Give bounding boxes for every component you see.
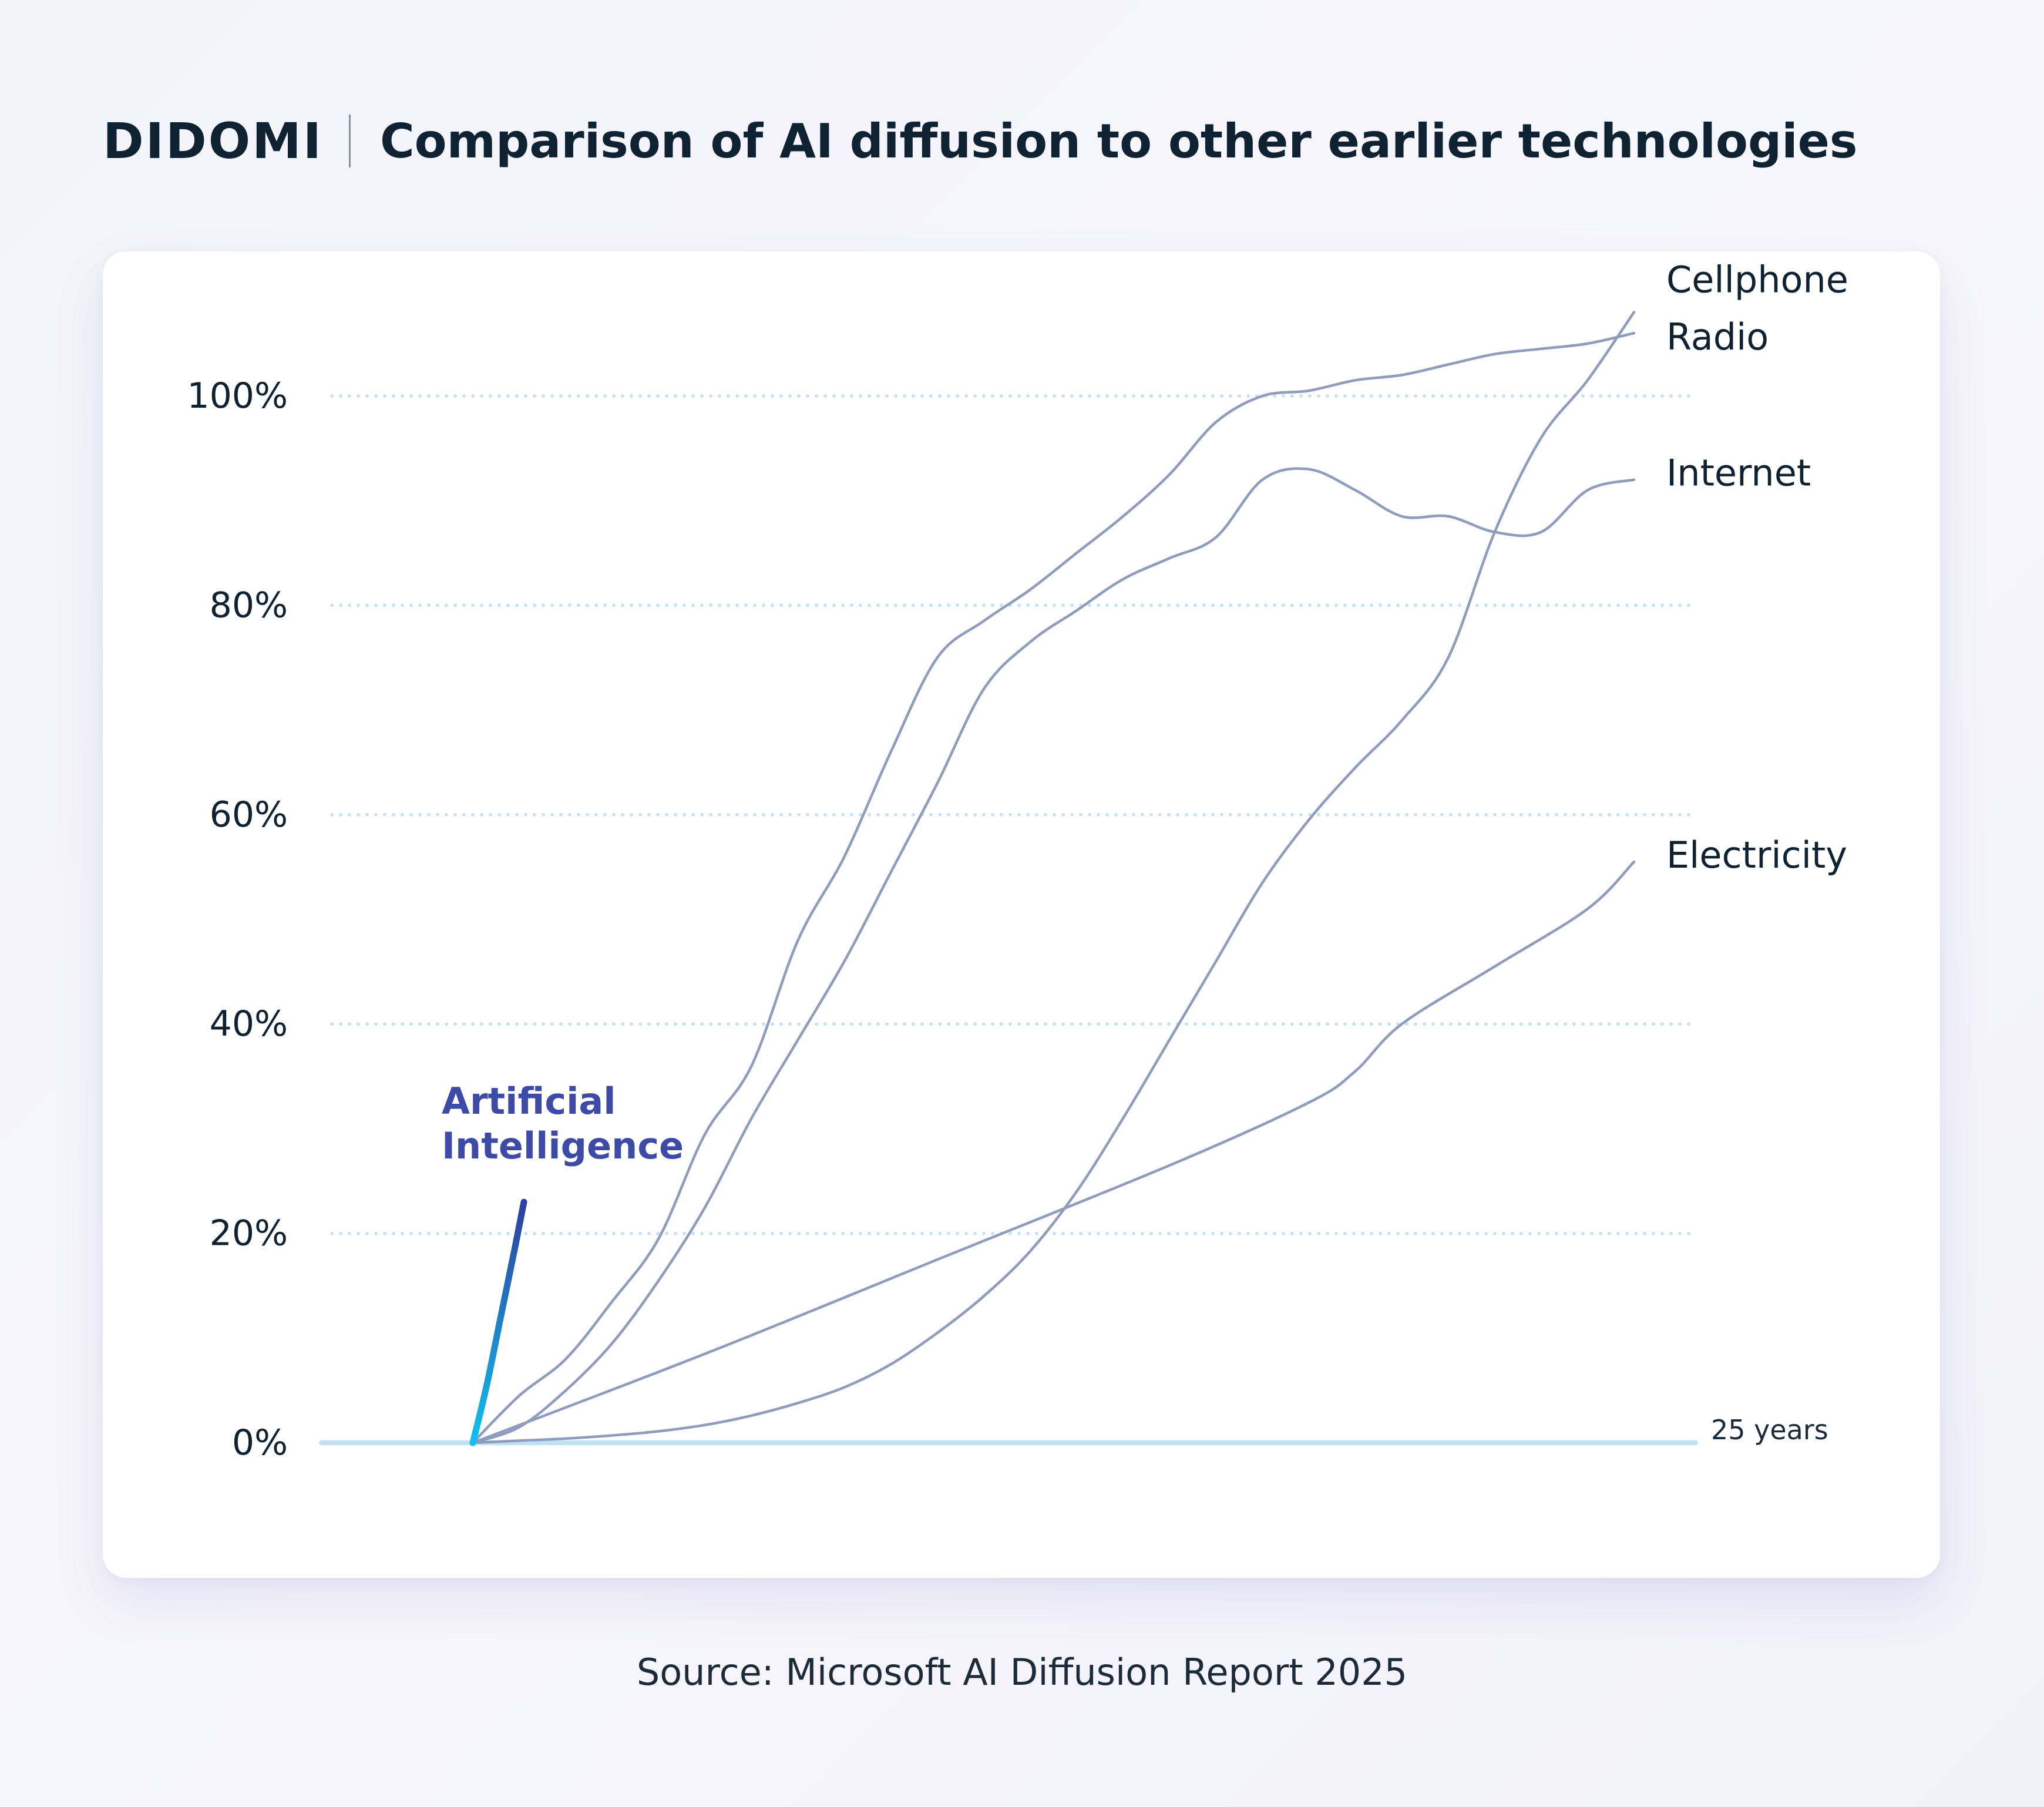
series-layer [469,311,1636,1446]
y-tick-label: 0% [232,1422,288,1463]
ai-label-line-2: Intelligence [442,1124,684,1167]
header: DIDOMI Comparison of AI diffusion to oth… [103,106,1858,176]
series-line-radio [471,331,1636,1445]
y-tick-label: 20% [210,1213,288,1254]
label-layer: Cellphone Radio Internet Electricity Artific… [442,258,1848,1167]
diffusion-chart: 0% 20% 40% 60% 80% 100% 25 years Cellphone Radi… [187,258,1848,1463]
series-line-internet [471,467,1636,1445]
series-line-artificial-intelligence [469,1198,527,1446]
y-tick-label: 60% [210,794,288,835]
chart-card: 0% 20% 40% 60% 80% 100% 25 years Cellphone Radi… [103,251,1940,1578]
y-tick-label: 100% [187,375,288,417]
series-line-cellphone [471,311,1636,1445]
y-tick-label: 80% [210,585,288,626]
page-title: Comparison of AI diffusion to other earl… [379,113,1858,169]
x-end-label: 25 years [1711,1414,1828,1446]
didomi-logo: DIDOMI [103,112,323,170]
series-label-cellphone: Cellphone [1666,258,1848,301]
grid-layer: 0% 20% 40% 60% 80% 100% 25 years [187,375,1828,1463]
y-tick-label: 40% [210,1003,288,1044]
series-label-radio: Radio [1666,315,1769,358]
ai-label-line-1: Artificial [442,1080,616,1123]
header-divider [348,115,351,167]
series-label-electricity: Electricity [1666,834,1847,876]
series-label-internet: Internet [1666,452,1811,495]
source-note: Source: Microsoft AI Diffusion Report 20… [636,1651,1408,1694]
series-line-electricity [471,860,1636,1445]
